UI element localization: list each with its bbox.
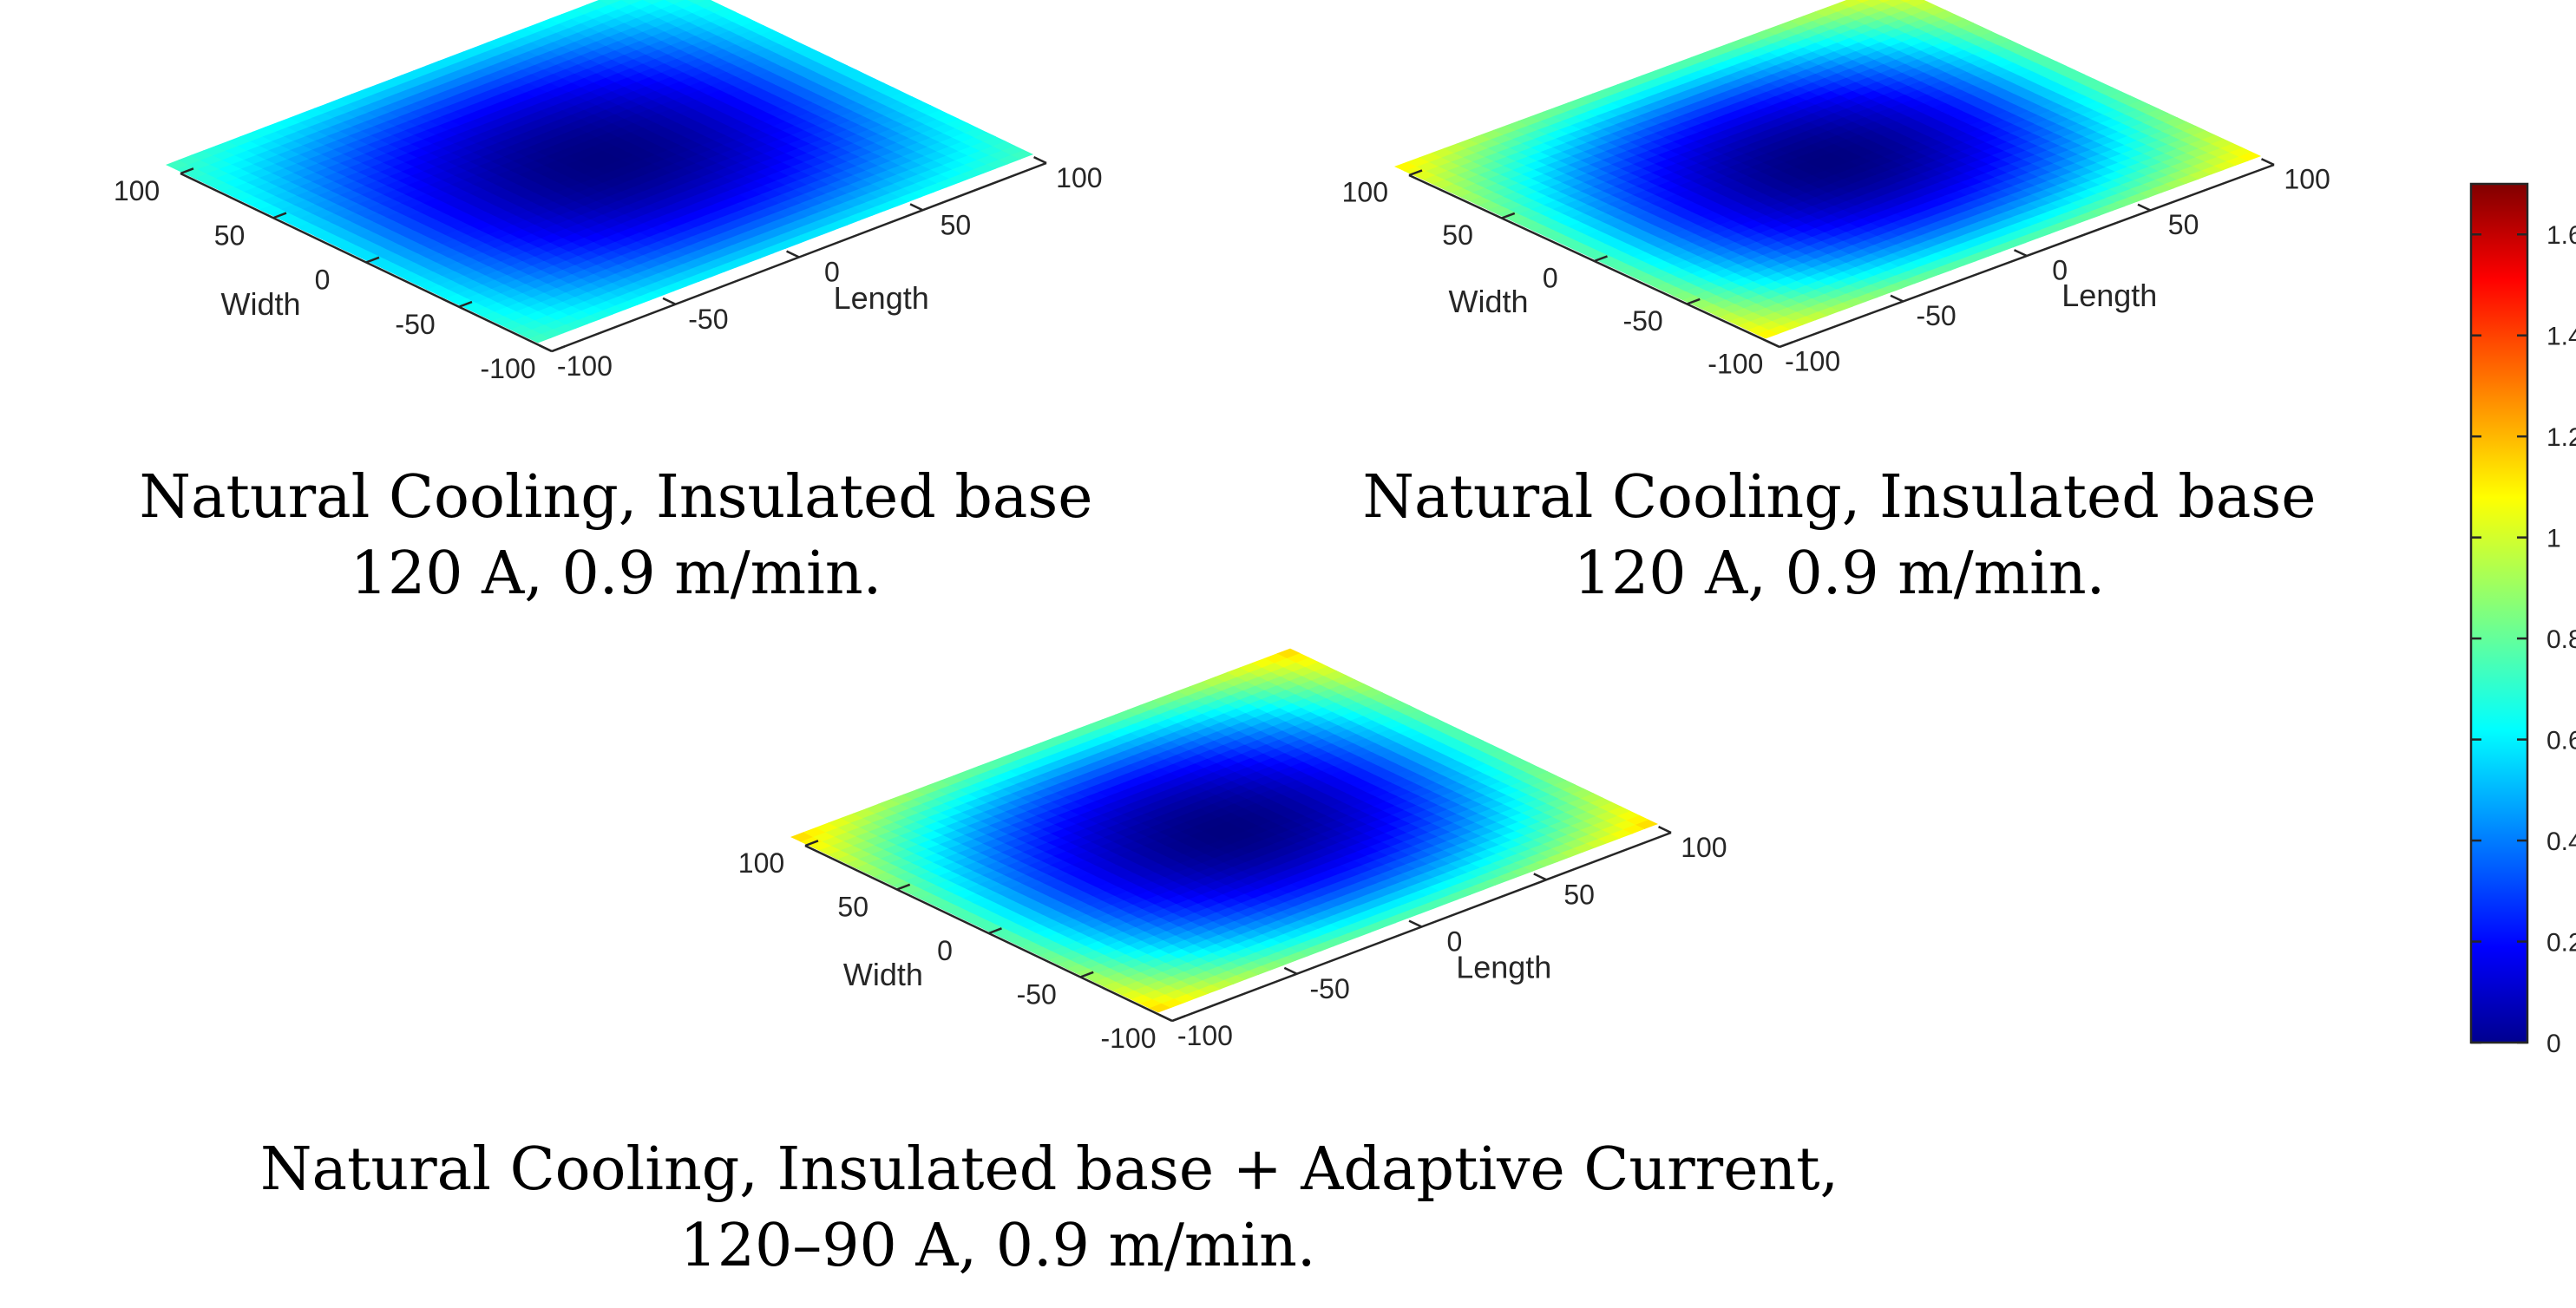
- width-tick-label: -100: [1708, 349, 1763, 380]
- caption-plot-3-line1: Natural Cooling, Insulated base + Adapti…: [260, 1135, 1839, 1204]
- length-tick-mark: [1033, 155, 1047, 165]
- colorbar-gradient: [2469, 182, 2529, 1044]
- colorbar-tick-label: 1.6: [2547, 221, 2576, 250]
- width-tick-mark: [365, 256, 380, 264]
- colorbar-tick-label: 0.8: [2547, 625, 2576, 654]
- width-tick-label: 100: [114, 175, 160, 206]
- length-tick-label: 50: [1563, 879, 1595, 910]
- colorbar-tick-label: 0: [2547, 1030, 2561, 1058]
- length-tick-mark: [1159, 1013, 1173, 1023]
- surface-cell: [598, 0, 622, 5]
- x-axis-label: Length: [2061, 278, 2157, 313]
- length-tick-mark: [786, 250, 800, 258]
- surface-cell: [620, 0, 643, 5]
- length-tick-label: -100: [1785, 346, 1840, 377]
- length-tick-label: 100: [1056, 162, 1102, 193]
- length-tick-label: 0: [824, 257, 840, 288]
- width-tick-mark: [272, 212, 287, 219]
- width-tick-label: -50: [1622, 305, 1662, 337]
- caption-plot-1-line1: Natural Cooling, Insulated base: [139, 463, 1093, 532]
- length-tick-mark: [1766, 340, 1780, 349]
- length-tick-mark: [1533, 873, 1547, 881]
- caption-plot-3: Natural Cooling, Insulated base + Adapti…: [260, 1132, 1839, 1285]
- colorbar-tick-label: 0.2: [2547, 929, 2576, 958]
- length-tick-mark: [1890, 294, 1904, 303]
- width-tick-mark: [458, 300, 473, 308]
- length-tick-mark: [909, 203, 924, 212]
- colorbar-tick-label: 0.4: [2547, 827, 2576, 856]
- surface-cell: [686, 0, 705, 4]
- colorbar-tick-label: 0.6: [2547, 727, 2576, 755]
- length-tick-label: -50: [1916, 300, 1956, 331]
- width-tick-label: 50: [214, 219, 246, 251]
- length-tick-label: 100: [1681, 832, 1727, 863]
- colorbar-tick-label: 1.2: [2547, 423, 2576, 452]
- length-tick-label: -50: [1310, 973, 1350, 1004]
- width-tick-label: 50: [1442, 219, 1473, 251]
- surface-cell: [665, 0, 685, 4]
- length-tick-mark: [2013, 249, 2028, 258]
- length-tick-label: 50: [941, 209, 972, 240]
- length-tick-label: 100: [2284, 164, 2330, 195]
- surface-plot-1: -100 -50 0 50 100 -100 -50 0 50 100 Length Width: [114, 0, 1103, 384]
- x-axis-label: Length: [1456, 950, 1551, 985]
- width-tick-label: 100: [738, 847, 784, 879]
- caption-plot-1: Natural Cooling, Insulated base 120 A, 0…: [52, 460, 1180, 612]
- length-tick-mark: [2137, 203, 2152, 212]
- length-tick-mark: [1658, 825, 1672, 834]
- caption-plot-3-line2: 120–90 A, 0.9 m/min.: [679, 1212, 1316, 1280]
- length-tick-mark: [2260, 158, 2275, 167]
- surface-cell: [607, 0, 632, 10]
- colorbar-tick-label: 1.4: [2547, 323, 2576, 351]
- length-tick-mark: [662, 297, 677, 305]
- surface-cell: [694, 0, 718, 9]
- length-tick-mark: [539, 343, 553, 353]
- width-tick-mark: [551, 345, 566, 353]
- width-tick-mark: [180, 167, 194, 175]
- caption-plot-2-line2: 120 A, 0.9 m/min.: [1573, 540, 2106, 608]
- width-tick-label: -50: [1017, 979, 1057, 1010]
- surface-mesh: [165, 0, 1034, 343]
- caption-plot-1-line2: 120 A, 0.9 m/min.: [350, 540, 882, 608]
- colorbar: 0 0.2 0.4 0.6 0.8 1 1.2 1.4 1.6: [2469, 182, 2576, 1058]
- length-tick-mark: [1408, 919, 1423, 928]
- surface-cell: [642, 0, 664, 5]
- length-tick-label: -50: [688, 304, 728, 335]
- width-tick-label: -100: [481, 353, 536, 384]
- width-tick-label: -50: [395, 309, 435, 340]
- surface-cell: [629, 0, 653, 10]
- length-tick-label: -100: [557, 350, 613, 382]
- length-tick-label: -100: [1177, 1020, 1233, 1051]
- width-tick-label: 100: [1342, 177, 1388, 208]
- caption-plot-2: Natural Cooling, Insulated base 120 A, 0…: [1275, 460, 2403, 612]
- width-tick-label: 0: [937, 935, 953, 966]
- width-tick-label: 0: [315, 265, 331, 296]
- y-axis-label: Width: [843, 957, 923, 992]
- width-tick-label: 0: [1543, 263, 1558, 294]
- width-tick-label: 50: [837, 892, 868, 923]
- y-axis-label: Width: [220, 286, 300, 322]
- caption-plot-2-line1: Natural Cooling, Insulated base: [1362, 463, 2317, 532]
- colorbar-tick-label: 1: [2547, 525, 2561, 553]
- surface-mesh: [1393, 0, 2262, 339]
- width-tick-label: -100: [1100, 1023, 1156, 1054]
- x-axis-label: Length: [834, 280, 929, 316]
- length-tick-label: 50: [2168, 209, 2199, 240]
- y-axis-label: Width: [1448, 284, 1528, 319]
- length-tick-mark: [1283, 966, 1298, 975]
